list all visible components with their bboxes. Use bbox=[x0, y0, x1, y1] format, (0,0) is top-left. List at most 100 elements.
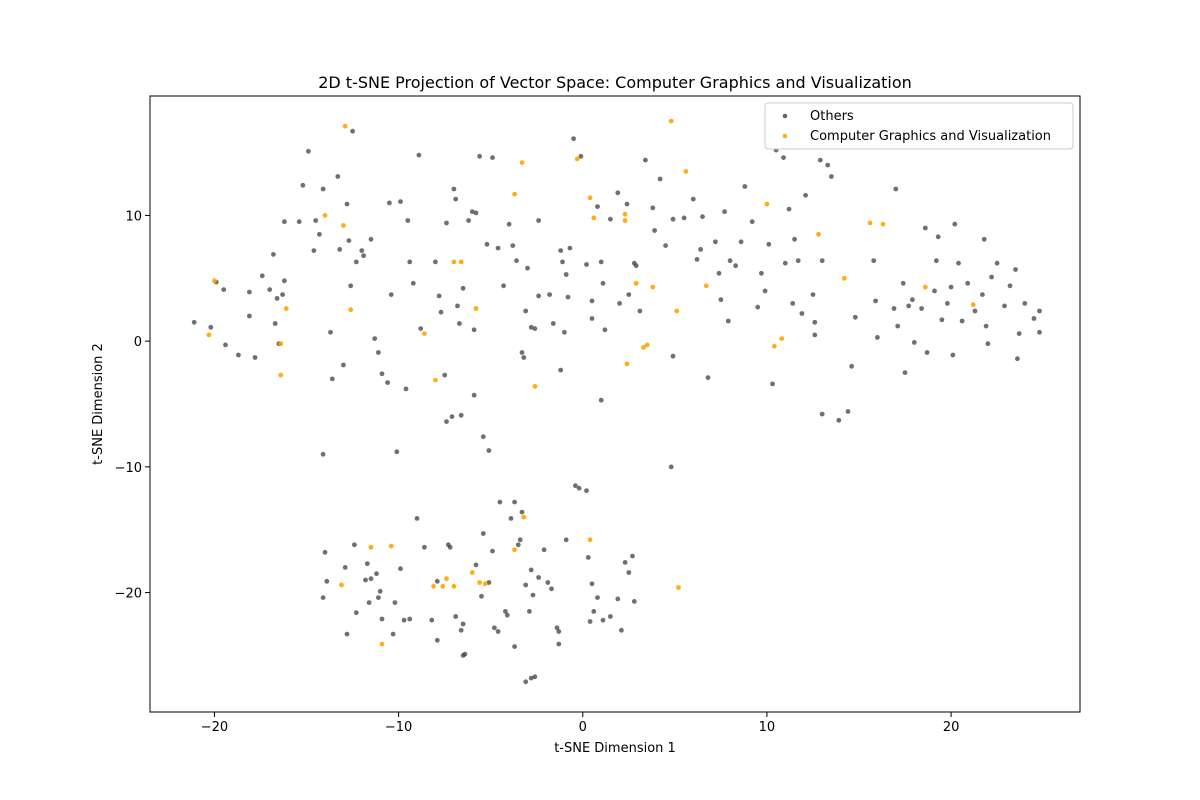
scatter-point-others bbox=[442, 372, 448, 378]
scatter-point-others bbox=[320, 186, 326, 192]
scatter-point-cgv bbox=[433, 377, 438, 383]
scatter-point-others bbox=[296, 219, 302, 225]
scatter-point-others bbox=[364, 561, 370, 567]
scatter-point-others bbox=[584, 262, 589, 267]
scatter-point-others bbox=[508, 516, 514, 521]
scatter-point-others bbox=[585, 555, 591, 560]
scatter-point-others bbox=[515, 542, 521, 548]
scatter-point-cgv bbox=[379, 641, 385, 647]
scatter-point-others bbox=[948, 284, 954, 290]
scatter-point-others bbox=[989, 274, 994, 280]
scatter-point-others bbox=[812, 319, 818, 325]
scatter-point-others bbox=[247, 289, 252, 295]
scatter-point-cgv bbox=[206, 332, 212, 338]
scatter-point-others bbox=[528, 675, 534, 681]
scatter-point-cgv bbox=[451, 583, 457, 589]
scatter-point-others bbox=[460, 653, 466, 658]
scatter-point-others bbox=[562, 329, 567, 335]
scatter-point-others bbox=[221, 287, 227, 292]
scatter-point-others bbox=[525, 265, 530, 271]
scatter-point-others bbox=[236, 352, 241, 358]
scatter-point-others bbox=[598, 397, 604, 403]
y-tick-label: −20 bbox=[115, 587, 142, 602]
scatter-point-others bbox=[650, 205, 656, 211]
scatter-point-cgv bbox=[482, 581, 488, 587]
scatter-point-others bbox=[985, 341, 991, 347]
scatter-point-others bbox=[626, 570, 632, 575]
scatter-point-others bbox=[458, 627, 464, 633]
scatter-point-others bbox=[519, 350, 525, 355]
scatter-point-others bbox=[410, 280, 416, 286]
scatter-point-others bbox=[497, 499, 503, 505]
scatter-point-others bbox=[919, 306, 924, 311]
scatter-point-others bbox=[429, 617, 435, 623]
scatter-point-others bbox=[530, 592, 536, 598]
scatter-point-others bbox=[725, 318, 731, 324]
scatter-point-others bbox=[819, 411, 825, 417]
scatter-point-others bbox=[405, 218, 411, 223]
scatter-point-others bbox=[528, 324, 534, 330]
scatter-point-others bbox=[633, 263, 639, 269]
scatter-point-others bbox=[956, 260, 961, 266]
scatter-point-others bbox=[536, 575, 541, 580]
scatter-point-cgv bbox=[339, 582, 344, 588]
scatter-point-others bbox=[950, 352, 956, 358]
scatter-point-others bbox=[600, 617, 606, 623]
scatter-point-others bbox=[817, 157, 823, 163]
scatter-point-others bbox=[565, 294, 571, 300]
scatter-point-others bbox=[514, 258, 519, 264]
scatter-point-others bbox=[492, 625, 497, 631]
scatter-point-cgv bbox=[322, 213, 328, 218]
x-tick-label: 0 bbox=[579, 720, 587, 735]
scatter-point-others bbox=[444, 419, 449, 424]
scatter-point-others bbox=[549, 586, 554, 592]
scatter-point-others bbox=[471, 327, 477, 333]
scatter-point-others bbox=[541, 547, 547, 553]
scatter-point-others bbox=[1013, 267, 1018, 272]
scatter-point-others bbox=[786, 206, 792, 212]
x-tick-label: 10 bbox=[759, 720, 776, 735]
scatter-point-others bbox=[626, 292, 632, 297]
scatter-point-others bbox=[608, 614, 613, 619]
scatter-point-others bbox=[433, 259, 438, 265]
scatter-point-others bbox=[615, 190, 621, 196]
scatter-point-others bbox=[361, 253, 366, 259]
scatter-point-others bbox=[272, 321, 278, 326]
scatter-point-others bbox=[875, 335, 880, 340]
scatter-point-others bbox=[374, 571, 379, 577]
scatter-point-cgv bbox=[278, 341, 284, 347]
scatter-point-others bbox=[521, 355, 527, 360]
scatter-point-others bbox=[523, 582, 529, 588]
scatter-point-cgv bbox=[587, 195, 593, 201]
scatter-point-others bbox=[453, 196, 459, 202]
scatter-point-others bbox=[528, 567, 534, 573]
scatter-point-cgv bbox=[283, 306, 289, 311]
scatter-point-others bbox=[455, 303, 460, 309]
scatter-point-cgv bbox=[841, 275, 847, 281]
x-tick-label: −10 bbox=[385, 720, 412, 735]
scatter-point-others bbox=[407, 616, 413, 622]
scatter-point-others bbox=[407, 259, 413, 265]
scatter-point-others bbox=[742, 184, 748, 189]
scatter-point-others bbox=[416, 152, 422, 158]
scatter-point-others bbox=[567, 245, 573, 251]
x-tick-label: −20 bbox=[201, 720, 228, 735]
y-tick-label: −10 bbox=[115, 461, 142, 476]
scatter-point-cgv bbox=[633, 280, 639, 286]
scatter-point-cgv bbox=[622, 218, 628, 223]
scatter-point-others bbox=[453, 614, 459, 619]
scatter-point-others bbox=[372, 336, 378, 341]
scatter-point-others bbox=[282, 219, 287, 225]
scatter-point-others bbox=[208, 324, 214, 330]
scatter-point-others bbox=[584, 488, 589, 494]
scatter-point-others bbox=[759, 270, 764, 276]
scatter-point-others bbox=[377, 588, 383, 594]
scatter-point-others bbox=[587, 619, 593, 624]
scatter-point-cgv bbox=[431, 583, 436, 589]
scatter-point-others bbox=[392, 600, 398, 605]
scatter-point-others bbox=[486, 448, 492, 453]
scatter-point-others bbox=[479, 593, 484, 599]
scatter-point-others bbox=[945, 301, 950, 306]
scatter-point-others bbox=[536, 218, 541, 223]
scatter-point-others bbox=[346, 238, 352, 244]
